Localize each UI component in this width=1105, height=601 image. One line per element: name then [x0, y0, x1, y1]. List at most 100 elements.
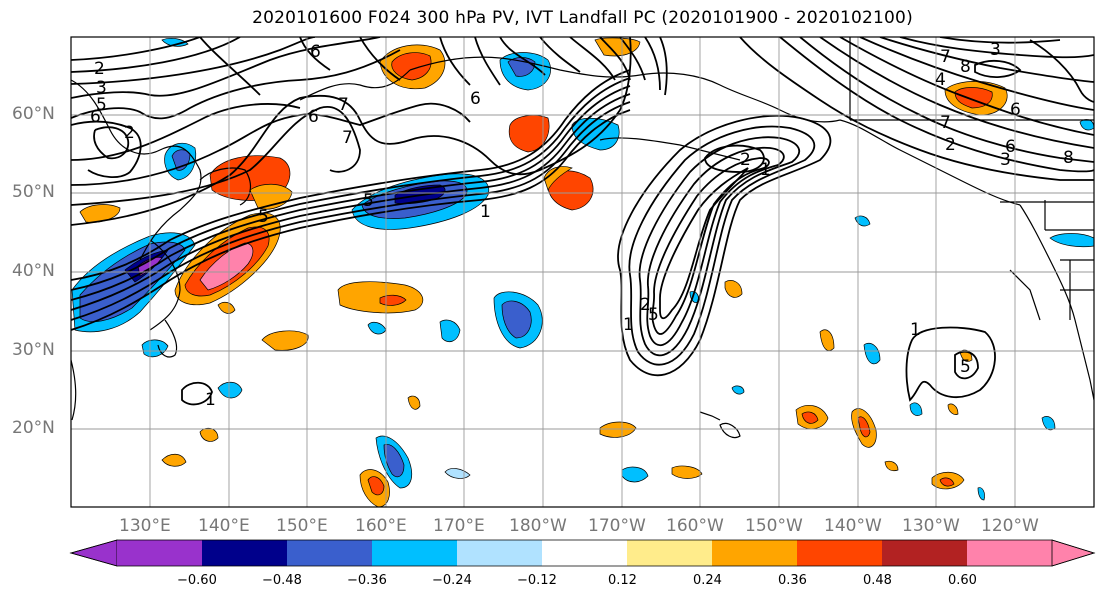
colorbar-bin — [627, 540, 712, 566]
contour-label: 6 — [90, 107, 101, 127]
positive-anomaly-midpac-1 — [337, 281, 424, 314]
contour-label: 1 — [480, 202, 491, 222]
colorbar-tick-label: −0.60 — [177, 573, 217, 588]
colorbar-tick-label: 0.36 — [778, 573, 807, 588]
colorbar-bin — [797, 540, 882, 566]
contour-label: 2 — [124, 123, 135, 143]
longitude-label: 160°W — [666, 516, 724, 536]
map-frame — [70, 36, 1095, 508]
colorbar-tick-label: −0.36 — [347, 573, 387, 588]
contour-label: 3 — [1000, 150, 1011, 170]
negative-anomaly-east-4 — [863, 342, 881, 365]
contour-label: 2 — [640, 295, 651, 315]
colorbar — [69, 539, 1096, 567]
longitude-label: 120°W — [981, 516, 1039, 536]
colorbar-bin — [117, 540, 202, 566]
colorbar-bin — [372, 540, 457, 566]
contour-label: 1 — [760, 160, 771, 180]
negative-anomaly-east-10 — [1041, 416, 1056, 431]
colorbar-bin — [542, 540, 627, 566]
longitude-label: 140°E — [198, 516, 250, 536]
positive-anomaly-east-7-core — [939, 477, 955, 487]
latitude-label: 20°N — [12, 418, 55, 438]
negative-anomaly-east-9 — [977, 487, 985, 501]
negative-anomaly-sw — [217, 381, 243, 399]
positive-anomaly-east-8 — [884, 460, 899, 472]
positive-anomaly-east-1-core — [801, 411, 819, 424]
longitude-label: 170°W — [588, 516, 646, 536]
colorbar-tick-label: −0.48 — [262, 573, 302, 588]
positive-anomaly-japan-peak — [199, 242, 254, 291]
shaded-anomalies — [71, 37, 1094, 507]
positive-anomaly-midpac-2 — [261, 330, 309, 351]
longitude-label: 150°E — [276, 516, 328, 536]
contour-label: 1 — [205, 390, 216, 410]
contour-label: 5 — [258, 207, 269, 227]
positive-anomaly-midpac-3 — [217, 301, 236, 314]
contour-label: 6 — [310, 42, 321, 62]
latitude-label: 60°N — [12, 104, 55, 124]
positive-anomaly-mid-2 — [599, 421, 637, 438]
colorbar-tick-label: 0.24 — [693, 573, 722, 588]
pv-contours — [71, 37, 1094, 406]
contour-label: 6 — [308, 107, 319, 127]
contour-label: 7 — [338, 95, 349, 115]
colorbar-tick-label: 0.60 — [948, 573, 977, 588]
latitude-label: 50°N — [12, 182, 55, 202]
positive-anomaly-mid-3 — [671, 465, 703, 479]
contour-label: 2 — [945, 135, 956, 155]
contour-label: 5 — [96, 95, 107, 115]
positive-anomaly-mid-1 — [407, 395, 421, 410]
colorbar-bin — [202, 540, 287, 566]
contour-label: 3 — [96, 78, 107, 98]
contour-label: 2 — [94, 59, 105, 79]
positive-anomaly-bering — [508, 115, 550, 153]
contour-label: 7 — [342, 128, 353, 148]
positive-anomaly-sw-1 — [199, 427, 219, 442]
longitude-label: 160°E — [355, 516, 407, 536]
longitude-label: 130°W — [902, 516, 960, 536]
latitude-label: 40°N — [12, 261, 55, 281]
contour-label: 4 — [935, 70, 946, 90]
colorbar-bin — [287, 540, 372, 566]
contour-label: 6 — [470, 89, 481, 109]
colorbar-extend-low — [69, 539, 118, 567]
longitude-label: 130°E — [119, 516, 171, 536]
colorbar-bin — [882, 540, 967, 566]
plot-title: 2020101600 F024 300 hPa PV, IVT Landfall… — [252, 8, 913, 28]
positive-anomaly-arctic-core — [391, 52, 432, 81]
positive-anomaly-midpac-1-core — [379, 294, 407, 306]
colorbar-tick-label: −0.12 — [517, 573, 557, 588]
negative-anomaly-small-top — [161, 38, 189, 47]
contour-labels: 2 3 5 6 6 7 6 6 7 1 5 5 1 2 1 5 2 1 5 3 … — [90, 40, 1074, 410]
positive-anomaly-east-2-core — [857, 416, 871, 438]
coastlines — [71, 37, 1094, 439]
positive-anomaly-east-6 — [947, 403, 959, 415]
colorbar-tick-label: 0.12 — [608, 573, 637, 588]
longitude-label: 140°W — [824, 516, 882, 536]
contour-label: 3 — [990, 40, 1001, 60]
contour-label: 1 — [910, 320, 921, 340]
contour-label: 7 — [940, 47, 951, 67]
negative-anomaly-midpac-2 — [439, 319, 461, 343]
contour-label: 5 — [648, 305, 659, 325]
contour-label: 6 — [1010, 100, 1021, 120]
contour-label: 6 — [1005, 137, 1016, 157]
longitude-label: 170°E — [433, 516, 485, 536]
contour-label: 7 — [940, 113, 951, 133]
positive-anomaly-mid-5 — [724, 280, 743, 298]
contour-label: 2 — [740, 150, 751, 170]
colorbar-bin — [457, 540, 542, 566]
negative-anomaly-midpac-1-core — [501, 300, 532, 339]
colorbar-bin — [712, 540, 797, 566]
colorbar-extend-high — [1051, 539, 1096, 567]
positive-anomaly-alaska-pen-edge — [543, 166, 573, 191]
longitude-label: 150°W — [745, 516, 803, 536]
colorbar-outline — [69, 539, 1096, 567]
negative-anomaly-mid-4 — [621, 466, 649, 483]
positive-anomaly-sw-3-core — [367, 476, 385, 496]
contour-label: 8 — [960, 57, 971, 77]
longitude-label: 180°W — [509, 516, 567, 536]
contour-label: 5 — [363, 191, 374, 211]
